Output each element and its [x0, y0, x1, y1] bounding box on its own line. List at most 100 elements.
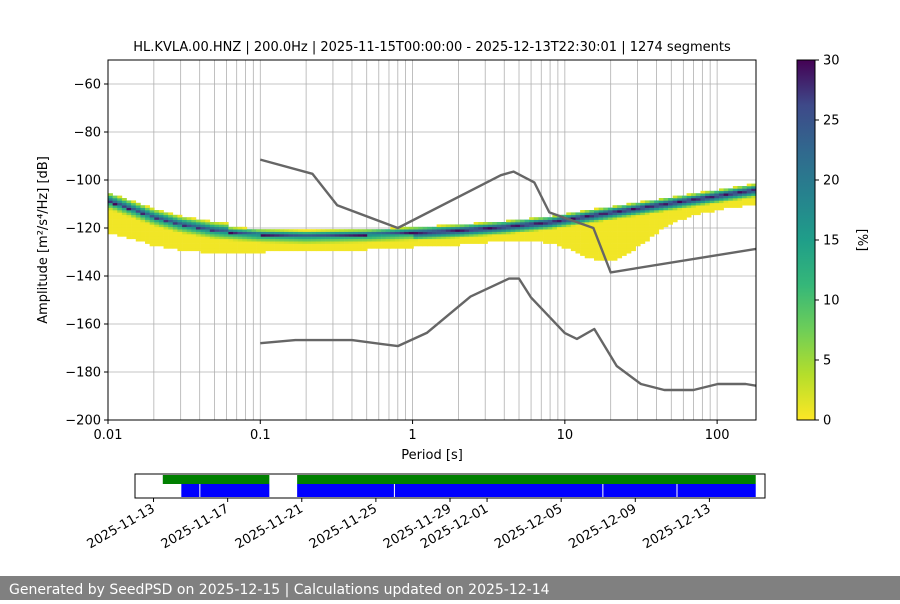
density-cell	[663, 222, 669, 225]
density-cell	[469, 238, 474, 242]
density-cell	[681, 202, 687, 206]
density-cell	[519, 226, 525, 230]
density-cell	[288, 231, 294, 235]
density-cell	[492, 222, 498, 225]
density-cell	[256, 236, 262, 240]
density-cell	[112, 207, 118, 211]
density-cell	[145, 234, 150, 237]
density-cell	[681, 217, 687, 220]
density-cell	[246, 246, 252, 249]
density-cell	[617, 205, 623, 208]
density-cell	[177, 238, 183, 242]
density-cell	[158, 224, 164, 228]
density-cell	[718, 207, 724, 211]
density-cell	[390, 226, 396, 230]
density-cell	[589, 234, 595, 237]
density-cell	[594, 210, 599, 213]
density-cell	[293, 248, 299, 252]
density-cell	[626, 243, 632, 247]
density-cell	[293, 236, 299, 240]
timeline-tick-label: 2025-12-09	[566, 501, 639, 552]
density-cell	[603, 214, 609, 218]
density-cell	[283, 231, 289, 235]
density-cell	[580, 214, 586, 218]
density-cell	[529, 238, 535, 242]
density-cell	[339, 236, 345, 240]
density-cell	[242, 231, 248, 235]
density-cell	[732, 190, 738, 194]
density-cell	[279, 231, 285, 235]
density-cell	[117, 222, 123, 225]
density-cell	[316, 248, 322, 252]
density-cell	[334, 248, 340, 252]
density-cell	[570, 241, 576, 244]
density-cell	[186, 224, 192, 228]
density-cell	[427, 243, 433, 247]
density-cell	[330, 229, 336, 232]
density-cell	[251, 243, 257, 247]
density-cell	[640, 224, 646, 228]
density-cell	[408, 236, 414, 240]
density-cell	[677, 200, 683, 204]
density-cell	[487, 229, 493, 232]
density-cell	[533, 234, 539, 237]
density-cell	[311, 236, 317, 240]
density-cell	[603, 222, 609, 225]
density-cell	[381, 236, 387, 240]
density-cell	[307, 246, 312, 249]
density-cell	[519, 234, 525, 237]
density-cell	[307, 238, 312, 242]
density-cell	[672, 198, 678, 201]
density-cell	[640, 212, 646, 216]
density-cell	[594, 226, 599, 230]
density-cell	[441, 236, 447, 240]
density-cell	[427, 241, 433, 244]
density-cell	[723, 198, 729, 201]
density-cell	[658, 198, 664, 201]
density-cell	[200, 250, 206, 254]
density-cell	[214, 224, 220, 228]
density-cell	[441, 229, 447, 232]
density-cell	[584, 253, 590, 256]
density-cell	[260, 246, 266, 249]
density-cell	[626, 217, 632, 220]
timeline-tick-label: 2025-12-13	[640, 501, 713, 552]
density-cell	[612, 248, 618, 252]
density-cell	[325, 234, 331, 237]
density-cell	[607, 238, 613, 242]
density-cell	[543, 219, 549, 223]
density-cell	[700, 193, 706, 196]
density-cell	[506, 224, 511, 228]
colorbar	[796, 59, 816, 421]
density-cell	[413, 229, 419, 232]
density-cell	[492, 229, 498, 232]
density-cell	[515, 231, 521, 235]
density-cell	[589, 210, 595, 213]
density-cell	[260, 241, 266, 244]
density-cell	[108, 219, 113, 223]
density-cell	[603, 236, 609, 240]
density-cell	[441, 238, 447, 242]
density-cell	[464, 234, 470, 237]
density-cell	[607, 253, 613, 256]
density-cell	[668, 217, 673, 220]
density-cell	[668, 214, 673, 218]
density-cell	[617, 246, 623, 249]
density-cell	[260, 231, 266, 235]
density-cell	[631, 243, 636, 247]
density-cell	[644, 219, 650, 223]
density-cell	[214, 243, 220, 247]
density-cell	[149, 229, 155, 232]
density-cell	[279, 243, 285, 247]
density-cell	[589, 217, 595, 220]
density-cell	[626, 202, 632, 206]
density-cell	[149, 217, 155, 220]
density-cell	[621, 214, 627, 218]
density-cell	[408, 241, 414, 244]
density-cell	[598, 234, 604, 237]
density-cell	[566, 241, 572, 244]
density-cell	[575, 250, 581, 254]
density-cell	[131, 219, 137, 223]
density-cell	[339, 246, 345, 249]
